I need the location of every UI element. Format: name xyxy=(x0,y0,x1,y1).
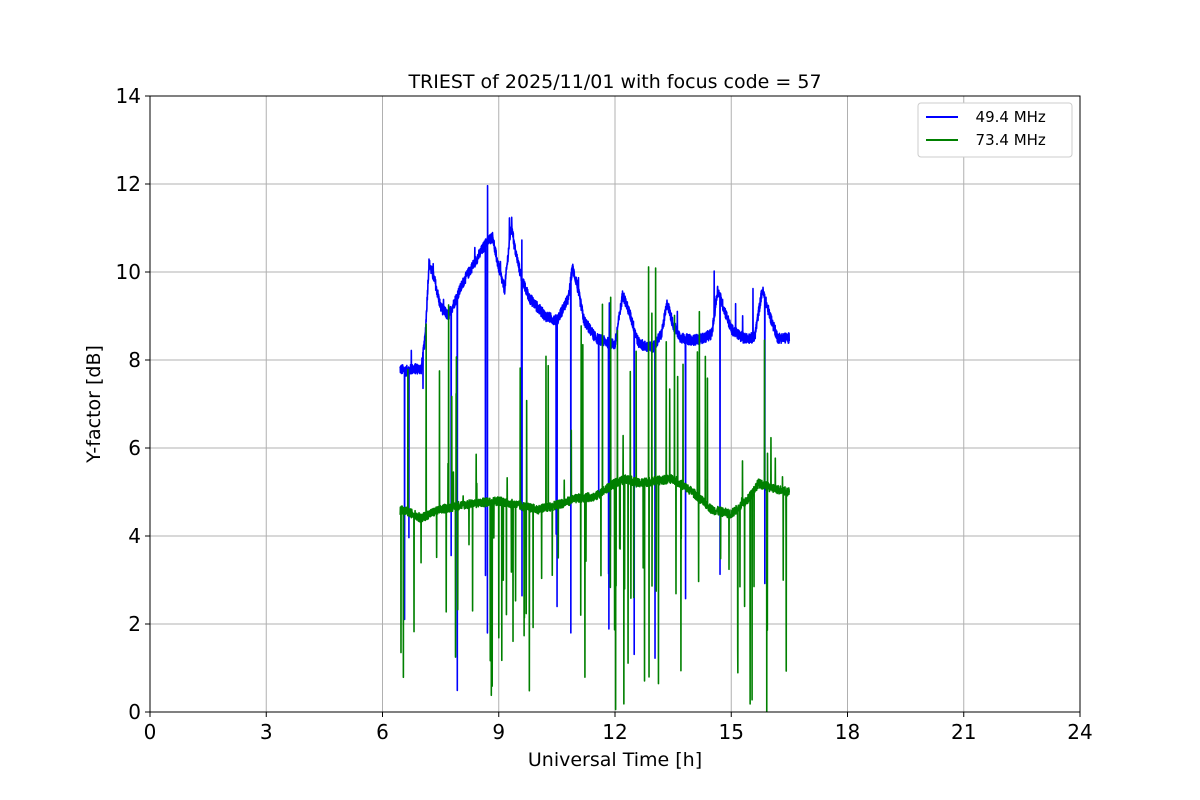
legend-label-73-4: 73.4 MHz xyxy=(966,131,1046,149)
x-axis-label: Universal Time [h] xyxy=(528,749,702,771)
y-tick-label: 14 xyxy=(116,84,141,108)
x-tick-label: 3 xyxy=(260,720,273,744)
legend-label-49-4: 49.4 MHz xyxy=(966,108,1046,126)
y-axis-label: Y-factor [dB] xyxy=(83,345,105,464)
x-tick-label: 18 xyxy=(835,720,860,744)
series-layer xyxy=(399,184,791,712)
chart-title: TRIEST of 2025/11/01 with focus code = 5… xyxy=(407,71,821,93)
x-tick-label: 15 xyxy=(719,720,744,744)
x-tick-label: 12 xyxy=(602,720,627,744)
legend: 49.4 MHz 73.4 MHz xyxy=(917,102,1073,158)
series-line-49-4-mhz xyxy=(399,184,791,692)
y-axis: 0 2 4 6 8 10 12 14 xyxy=(116,84,150,724)
series-line-73-4-mhz xyxy=(399,266,791,712)
x-tick-label: 21 xyxy=(951,720,976,744)
y-tick-label: 4 xyxy=(128,524,141,548)
y-tick-label: 6 xyxy=(128,436,141,460)
y-tick-label: 0 xyxy=(128,700,141,724)
plot-area xyxy=(399,184,791,712)
x-tick-label: 0 xyxy=(144,720,157,744)
x-axis: 0 3 6 9 12 15 18 21 24 xyxy=(144,712,1093,744)
x-tick-label: 24 xyxy=(1067,720,1092,744)
y-tick-label: 10 xyxy=(116,260,141,284)
y-tick-label: 12 xyxy=(116,172,141,196)
x-tick-label: 6 xyxy=(376,720,389,744)
y-tick-label: 2 xyxy=(128,612,141,636)
y-tick-label: 8 xyxy=(128,348,141,372)
x-tick-label: 9 xyxy=(492,720,505,744)
